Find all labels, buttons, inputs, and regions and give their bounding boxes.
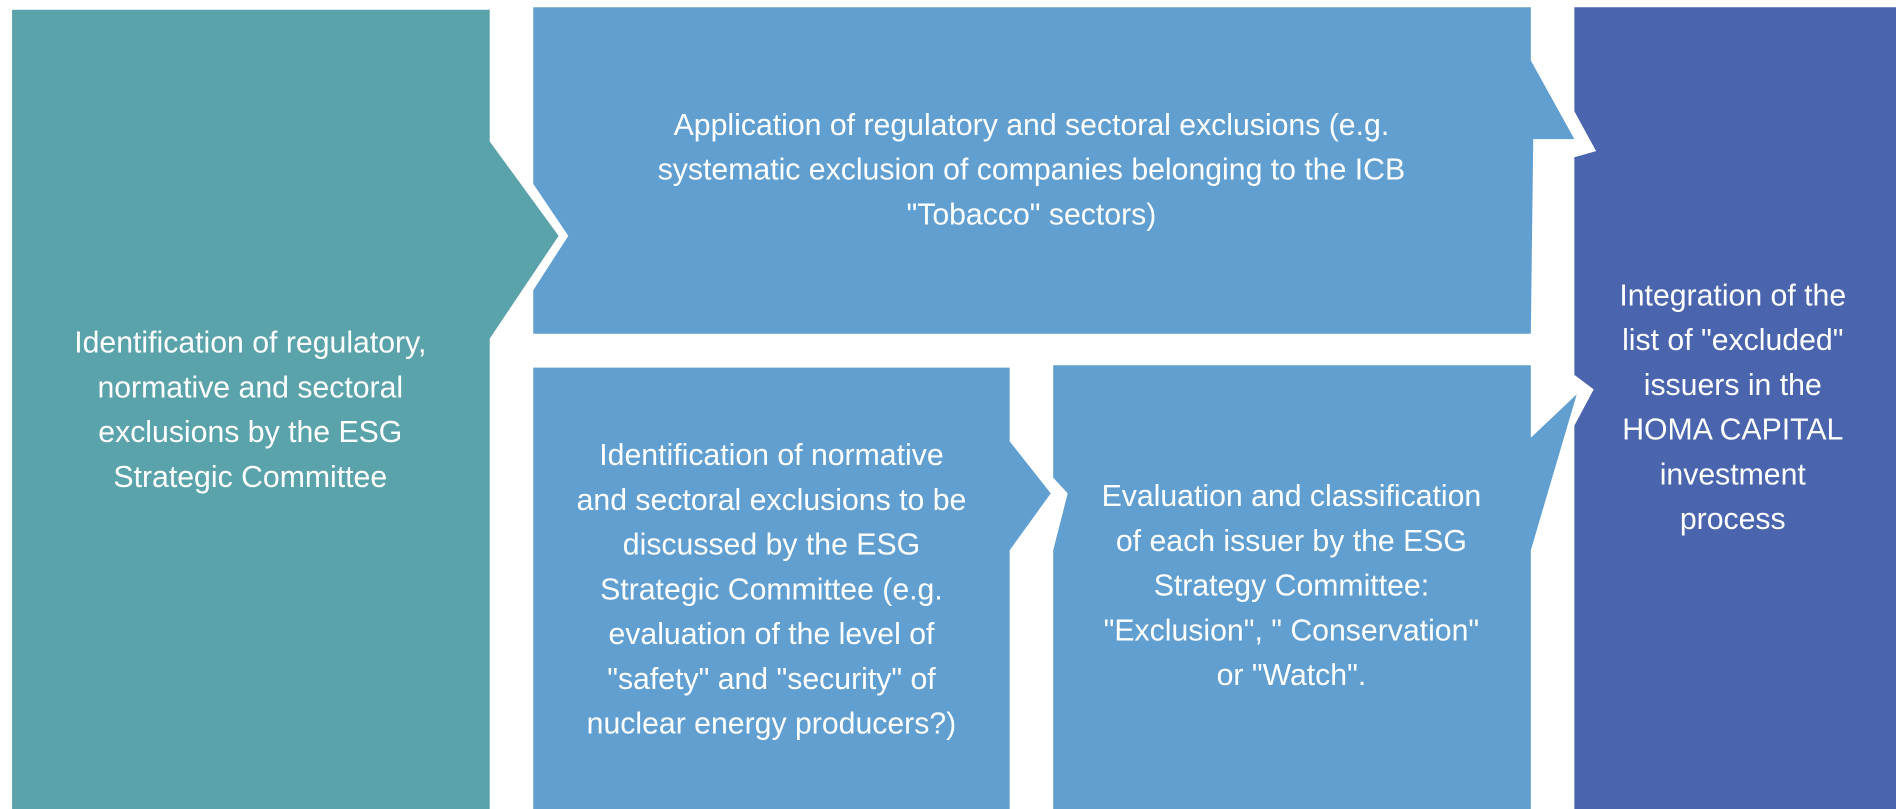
node-label: investment: [1660, 458, 1807, 491]
node-label: Application of regulatory and sectoral e…: [674, 109, 1390, 142]
node-label: of each issuer by the ESG: [1116, 525, 1467, 558]
node-label: "safety" and "security" of: [607, 663, 936, 696]
node-label: discussed by the ESG: [623, 529, 920, 562]
node-label: evaluation of the level of: [608, 618, 935, 651]
node-label: exclusions by the ESG: [98, 416, 402, 449]
node-label: Identification of regulatory,: [74, 327, 426, 360]
node-label: HOMA CAPITAL: [1622, 414, 1843, 447]
node-label: nuclear energy producers?): [587, 708, 957, 741]
node-label: systematic exclusion of companies belong…: [658, 154, 1405, 187]
discussion-box: [533, 367, 1051, 809]
evaluation-box: [1053, 365, 1577, 809]
node-label: Strategic Committee: [113, 461, 387, 494]
node-label: Strategic Committee (e.g.: [600, 573, 943, 606]
node-label: or "Watch".: [1217, 659, 1367, 692]
node-label: "Tobacco" sectors): [906, 198, 1156, 231]
application-box: [533, 7, 1575, 334]
node-label: Identification of normative: [599, 439, 943, 472]
node-label: Evaluation and classification: [1102, 480, 1482, 513]
node-label: normative and sectoral: [97, 371, 403, 404]
integration-box: [1574, 7, 1896, 809]
node-label: process: [1680, 503, 1786, 536]
node-label: issuers in the: [1644, 369, 1822, 402]
labels: Identification of regulatory, normative a…: [74, 109, 1846, 741]
node-label: Strategy Committee:: [1154, 570, 1429, 603]
node-label: "Exclusion", " Conservation": [1104, 614, 1479, 647]
node-label: and sectoral exclusions to be: [577, 484, 967, 517]
node-label: Integration of the: [1619, 279, 1846, 312]
identification-box: [12, 9, 559, 809]
node-label: list of "excluded": [1622, 324, 1843, 357]
